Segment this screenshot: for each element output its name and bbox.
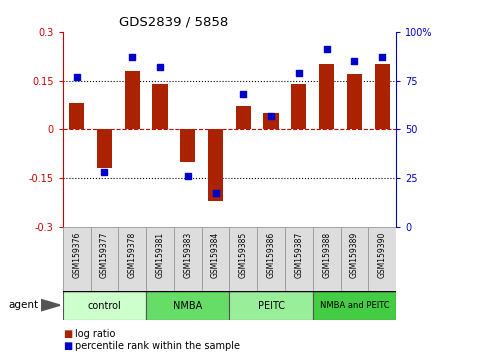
- Point: [212, 190, 219, 196]
- Text: log ratio: log ratio: [75, 329, 115, 339]
- Bar: [118, 227, 146, 292]
- Point: [73, 74, 81, 80]
- Text: GSM159387: GSM159387: [294, 232, 303, 278]
- Bar: [341, 227, 368, 292]
- Text: GSM159383: GSM159383: [183, 232, 192, 278]
- Bar: [291, 84, 307, 129]
- Text: ■: ■: [63, 341, 72, 351]
- Bar: [146, 291, 229, 320]
- Bar: [91, 227, 118, 292]
- Bar: [202, 227, 229, 292]
- Point: [184, 173, 192, 179]
- Bar: [285, 227, 313, 292]
- Point: [100, 169, 108, 175]
- Polygon shape: [41, 299, 60, 311]
- Text: agent: agent: [8, 300, 38, 310]
- Bar: [229, 291, 313, 320]
- Text: PEITC: PEITC: [257, 301, 284, 311]
- Bar: [174, 227, 202, 292]
- Bar: [69, 103, 85, 129]
- Text: NMBA and PEITC: NMBA and PEITC: [320, 301, 389, 310]
- Point: [267, 113, 275, 118]
- Text: ■: ■: [63, 329, 72, 339]
- Bar: [374, 64, 390, 129]
- Text: percentile rank within the sample: percentile rank within the sample: [75, 341, 240, 351]
- Text: control: control: [87, 301, 121, 311]
- Point: [128, 55, 136, 60]
- Text: GSM159389: GSM159389: [350, 232, 359, 278]
- Text: GSM159377: GSM159377: [100, 232, 109, 278]
- Text: GSM159388: GSM159388: [322, 232, 331, 278]
- Bar: [368, 227, 396, 292]
- Bar: [229, 227, 257, 292]
- Bar: [146, 227, 174, 292]
- Bar: [208, 129, 223, 201]
- Bar: [313, 227, 341, 292]
- Bar: [313, 291, 396, 320]
- Bar: [347, 74, 362, 129]
- Text: GSM159381: GSM159381: [156, 232, 165, 278]
- Text: GSM159385: GSM159385: [239, 232, 248, 278]
- Point: [351, 58, 358, 64]
- Text: GSM159384: GSM159384: [211, 232, 220, 278]
- Bar: [263, 113, 279, 129]
- Text: GSM159376: GSM159376: [72, 232, 81, 278]
- Bar: [63, 291, 146, 320]
- Bar: [97, 129, 112, 168]
- Bar: [152, 84, 168, 129]
- Point: [378, 55, 386, 60]
- Text: GSM159390: GSM159390: [378, 232, 387, 278]
- Point: [323, 47, 330, 52]
- Text: GSM159378: GSM159378: [128, 232, 137, 278]
- Point: [295, 70, 303, 76]
- Bar: [63, 227, 91, 292]
- Bar: [257, 227, 285, 292]
- Text: NMBA: NMBA: [173, 301, 202, 311]
- Bar: [319, 64, 334, 129]
- Bar: [125, 71, 140, 129]
- Point: [240, 91, 247, 97]
- Text: GSM159386: GSM159386: [267, 232, 276, 278]
- Point: [156, 64, 164, 70]
- Text: GDS2839 / 5858: GDS2839 / 5858: [119, 16, 228, 29]
- Bar: [180, 129, 196, 162]
- Bar: [236, 107, 251, 129]
